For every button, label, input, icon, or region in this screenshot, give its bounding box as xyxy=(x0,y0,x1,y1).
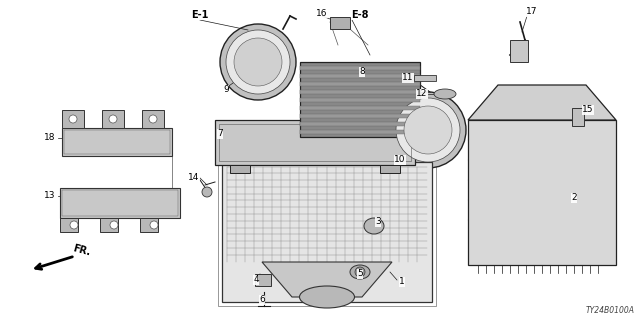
Bar xyxy=(222,162,432,302)
Text: 16: 16 xyxy=(316,9,328,18)
Text: 9: 9 xyxy=(223,85,229,94)
Text: 3: 3 xyxy=(375,218,381,227)
Circle shape xyxy=(150,221,158,229)
Text: 18: 18 xyxy=(44,133,56,142)
Circle shape xyxy=(110,221,118,229)
Text: 6: 6 xyxy=(259,295,265,305)
Bar xyxy=(100,218,118,232)
Text: 1: 1 xyxy=(399,277,405,286)
Text: 10: 10 xyxy=(394,156,406,164)
Bar xyxy=(414,75,436,81)
Bar xyxy=(62,110,84,128)
Bar xyxy=(300,106,420,110)
Circle shape xyxy=(404,106,452,154)
Bar xyxy=(142,110,164,128)
Bar xyxy=(468,120,616,265)
Circle shape xyxy=(220,24,296,100)
Text: 7: 7 xyxy=(217,130,223,139)
Bar xyxy=(62,190,178,216)
Bar xyxy=(219,124,411,161)
Circle shape xyxy=(149,115,157,123)
Bar xyxy=(300,122,420,126)
Ellipse shape xyxy=(364,218,384,234)
Bar xyxy=(218,158,436,306)
Bar xyxy=(330,17,350,29)
Text: 17: 17 xyxy=(526,7,538,17)
Bar xyxy=(510,40,528,62)
Bar xyxy=(300,66,420,70)
Bar xyxy=(380,165,400,173)
Bar xyxy=(300,130,420,134)
Bar xyxy=(140,218,158,232)
Bar xyxy=(572,108,584,126)
Text: 14: 14 xyxy=(188,173,200,182)
Circle shape xyxy=(390,92,466,168)
Text: E-1: E-1 xyxy=(191,10,209,20)
Bar xyxy=(102,110,124,128)
Bar xyxy=(300,82,420,86)
Circle shape xyxy=(226,30,290,94)
Polygon shape xyxy=(468,85,616,120)
Text: 2: 2 xyxy=(571,194,577,203)
Bar xyxy=(300,62,420,137)
Text: 4: 4 xyxy=(253,276,259,284)
Text: 13: 13 xyxy=(44,191,56,201)
Bar xyxy=(62,128,172,156)
Text: 5: 5 xyxy=(357,269,363,278)
Bar xyxy=(300,74,420,78)
Text: FR.: FR. xyxy=(72,244,92,258)
Circle shape xyxy=(396,98,460,162)
Ellipse shape xyxy=(300,286,355,308)
Bar xyxy=(60,188,180,218)
Polygon shape xyxy=(262,262,392,297)
Bar xyxy=(215,120,415,165)
Bar xyxy=(64,130,170,154)
Text: 11: 11 xyxy=(403,74,413,83)
Text: 15: 15 xyxy=(582,106,594,115)
Circle shape xyxy=(202,187,212,197)
Circle shape xyxy=(109,115,117,123)
Bar xyxy=(255,274,271,286)
Bar xyxy=(300,114,420,118)
Text: TY24B0100A: TY24B0100A xyxy=(586,306,635,315)
Ellipse shape xyxy=(350,265,370,279)
Bar xyxy=(230,165,250,173)
Circle shape xyxy=(355,267,365,277)
Bar xyxy=(300,98,420,102)
Bar xyxy=(60,218,78,232)
Circle shape xyxy=(69,115,77,123)
Circle shape xyxy=(234,38,282,86)
Bar xyxy=(300,90,420,94)
Text: 8: 8 xyxy=(359,68,365,76)
Text: E-8: E-8 xyxy=(351,10,369,20)
Text: 12: 12 xyxy=(416,90,428,99)
Ellipse shape xyxy=(434,89,456,99)
Circle shape xyxy=(70,221,78,229)
